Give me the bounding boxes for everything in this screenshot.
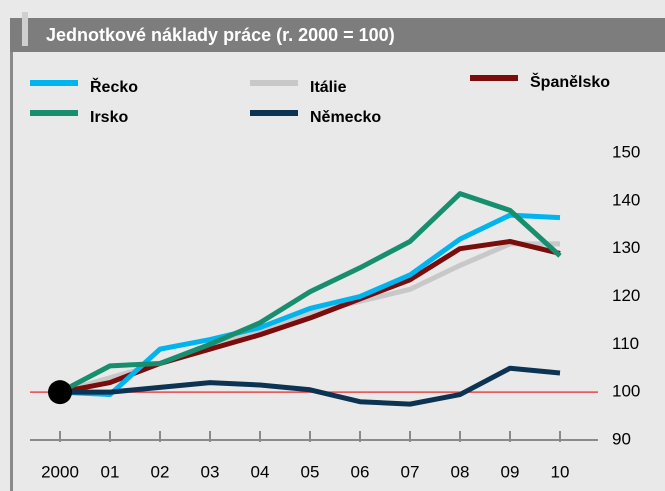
base-marker [48,380,72,405]
x-tick-label: 08 [451,462,470,481]
x-tick-label: 04 [251,462,270,481]
x-tick-label: 07 [401,462,420,481]
y-tick-label: 150 [612,142,640,161]
series-line [59,238,561,395]
legend-label: Německo [310,109,381,126]
x-tick-label: 06 [351,462,370,481]
y-tick-label: 100 [612,382,640,401]
title-accent [22,12,28,46]
legend-label: Itálie [310,79,347,96]
x-tick-label: 02 [151,462,170,481]
series-line [60,365,561,407]
x-tick-label: 01 [101,462,120,481]
legend-label: Španělsko [530,72,610,91]
x-tick-label: 2000 [41,462,79,481]
x-tick-label: 10 [551,462,570,481]
y-tick-label: 130 [612,238,640,257]
y-tick-label: 110 [612,334,639,353]
x-tick-label: 03 [201,462,220,481]
chart-title: Jednotkové náklady práce (r. 2000 = 100) [46,25,395,45]
legend-label: Irsko [90,109,128,126]
y-tick-label: 140 [612,190,640,209]
y-tick-label: 90 [612,429,631,448]
series-line [58,191,562,395]
x-tick-label: 05 [301,462,320,481]
legend-label: Řecko [90,77,138,96]
panel-edge [10,52,13,491]
title-bar [10,18,665,52]
y-tick-label: 120 [612,286,640,305]
x-tick-label: 09 [501,462,520,481]
